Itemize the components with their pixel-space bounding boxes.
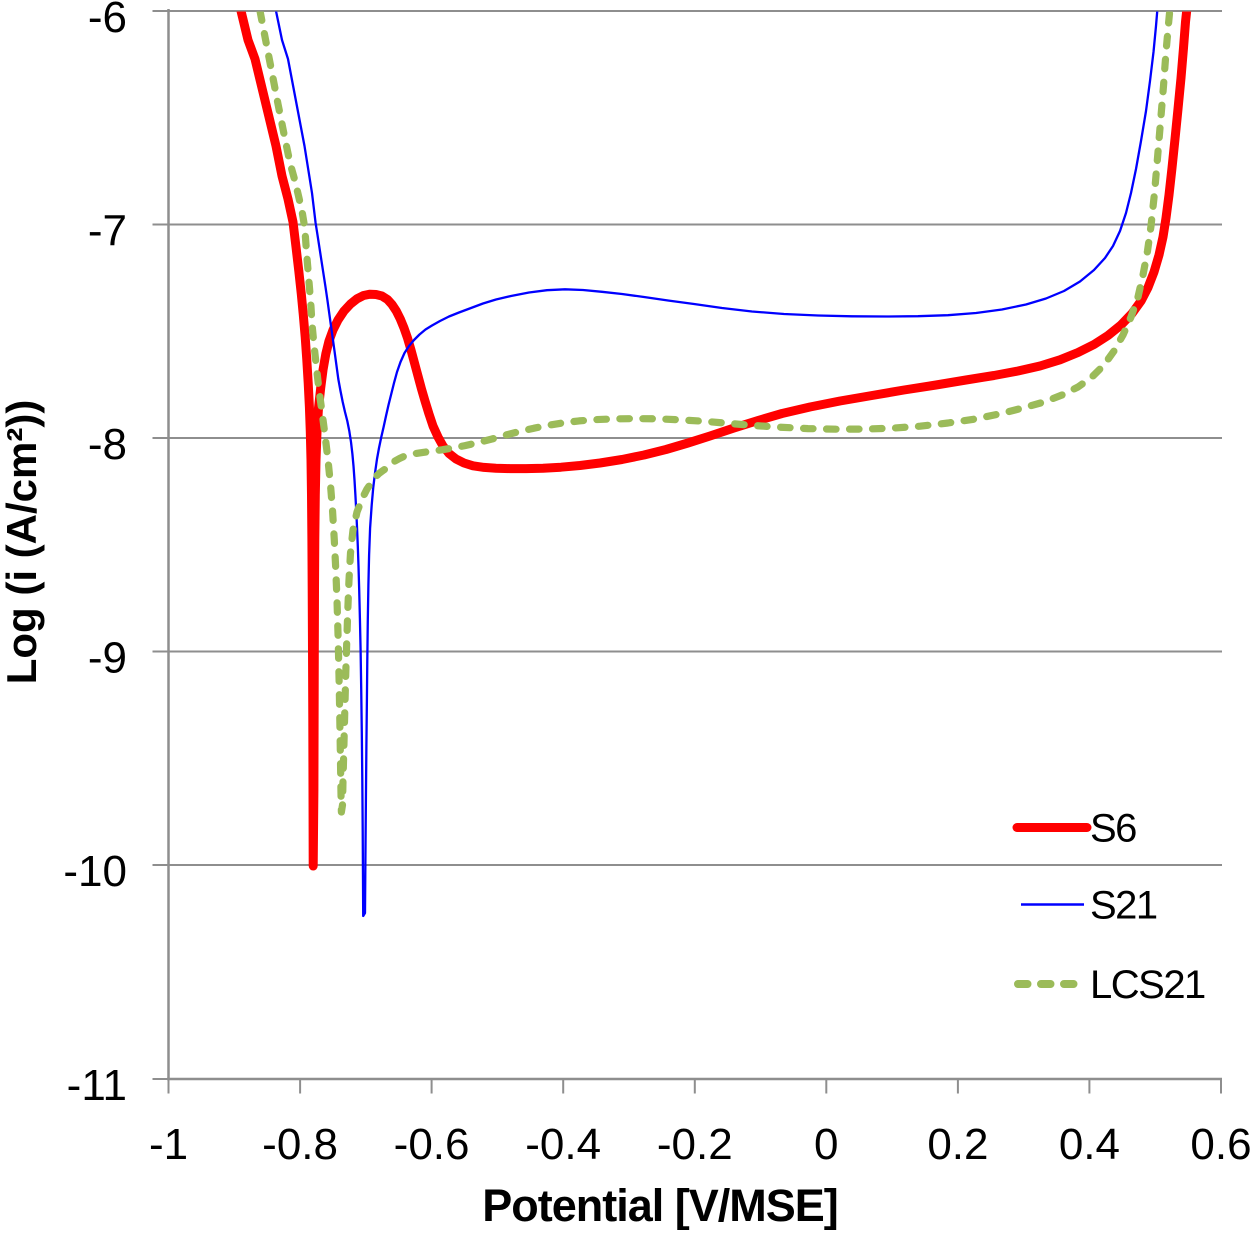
svg-text:-0.2: -0.2 — [657, 1120, 733, 1169]
svg-text:-0.6: -0.6 — [394, 1120, 470, 1169]
svg-text:-11: -11 — [67, 1061, 127, 1110]
svg-text:0: 0 — [814, 1120, 838, 1169]
svg-text:0.4: 0.4 — [1059, 1120, 1120, 1169]
svg-text:LCS21: LCS21 — [1090, 963, 1205, 1007]
svg-text:-7: -7 — [88, 207, 127, 256]
svg-text:0.2: 0.2 — [927, 1120, 988, 1169]
svg-text:0.6: 0.6 — [1190, 1120, 1250, 1169]
svg-text:S6: S6 — [1090, 807, 1136, 851]
svg-text:-6: -6 — [88, 0, 127, 42]
svg-text:Log (i (A/cm²)): Log (i (A/cm²)) — [0, 400, 45, 685]
svg-text:-9: -9 — [88, 634, 127, 683]
svg-text:S21: S21 — [1090, 884, 1157, 928]
svg-text:-1: -1 — [149, 1120, 188, 1169]
svg-text:-0.4: -0.4 — [525, 1120, 601, 1169]
svg-text:-0.8: -0.8 — [262, 1120, 338, 1169]
svg-text:-8: -8 — [88, 420, 127, 469]
svg-text:-10: -10 — [63, 847, 127, 896]
svg-text:Potential [V/MSE]: Potential [V/MSE] — [482, 1180, 838, 1230]
